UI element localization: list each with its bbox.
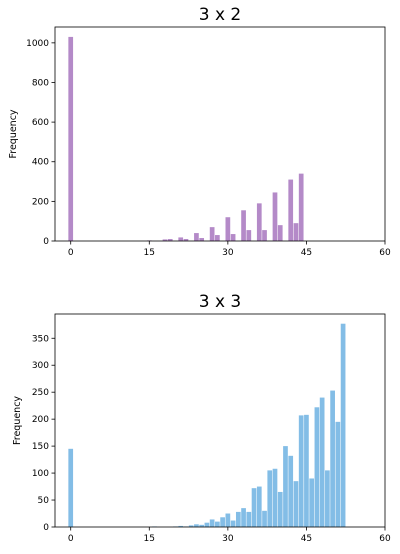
y-tick-label: 400 <box>32 158 49 168</box>
bar <box>277 491 283 527</box>
y-tick-label: 1000 <box>26 39 49 49</box>
bar <box>178 525 184 527</box>
y-tick-label: 800 <box>32 78 49 88</box>
bar <box>288 179 294 241</box>
plot-frame <box>54 313 386 528</box>
y-tick-label: 0 <box>43 523 49 533</box>
chart-bottom: 0 15 30 45 60 0 50 100 150 200 250 300 350 3 x 3 Frequ… <box>12 292 391 544</box>
bar <box>298 415 304 527</box>
y-tick-label: 50 <box>38 496 50 506</box>
x-tick-label: 15 <box>144 248 155 258</box>
bar <box>241 210 246 241</box>
bar <box>277 225 283 241</box>
bar <box>293 223 299 241</box>
bar <box>230 520 236 527</box>
bar <box>246 230 252 241</box>
bar <box>68 36 74 241</box>
bar <box>314 407 320 527</box>
x-tick-label: 0 <box>68 534 74 544</box>
y-axis-label: Frequency <box>8 109 19 158</box>
bar <box>298 173 304 241</box>
bar <box>283 446 288 527</box>
bar <box>194 233 199 241</box>
x-tick-label: 15 <box>144 534 155 544</box>
bar <box>325 470 330 527</box>
bar <box>225 513 231 527</box>
bar <box>68 448 74 527</box>
x-tick-label: 45 <box>301 248 312 258</box>
y-tick-label: 250 <box>32 388 49 398</box>
bar <box>293 481 299 527</box>
bar <box>335 421 341 527</box>
bar <box>235 511 241 527</box>
y-axis-label: Frequency <box>12 396 23 445</box>
y-tick-label: 100 <box>32 469 49 479</box>
y-tick-label: 150 <box>32 442 49 452</box>
bar <box>225 217 231 241</box>
bar <box>262 230 267 241</box>
bar <box>262 510 267 527</box>
bar <box>241 508 246 527</box>
y-tick-label: 0 <box>43 237 49 247</box>
bar <box>178 237 184 241</box>
x-tick-label: 60 <box>379 248 391 258</box>
x-tick-label: 45 <box>301 534 312 544</box>
x-tick-label: 30 <box>222 534 234 544</box>
bar <box>215 521 220 527</box>
bar <box>162 239 168 241</box>
bar <box>188 525 194 527</box>
bar <box>194 524 199 527</box>
y-tick-label: 200 <box>32 415 49 425</box>
bar <box>204 522 210 527</box>
x-tick-label: 30 <box>222 248 234 258</box>
bar <box>167 239 173 241</box>
bar <box>209 519 215 527</box>
y-tick-label: 300 <box>32 361 49 371</box>
bar <box>183 239 189 241</box>
chart-title: 3 x 3 <box>199 292 242 312</box>
y-tick-label: 200 <box>32 197 49 207</box>
plot-frame <box>54 26 386 242</box>
bar <box>309 478 315 527</box>
bar <box>199 524 205 527</box>
x-tick-label: 60 <box>379 534 391 544</box>
bar <box>230 234 236 241</box>
bar <box>215 235 220 241</box>
y-tick-label: 600 <box>32 118 49 128</box>
bar <box>256 486 262 527</box>
bar <box>330 390 335 527</box>
bar <box>209 227 215 241</box>
chart-title: 3 x 2 <box>199 5 242 25</box>
bar <box>220 517 225 527</box>
y-tick-label: 350 <box>32 334 49 344</box>
x-tick-label: 0 <box>68 248 74 258</box>
bar <box>199 238 205 241</box>
bar <box>267 470 273 527</box>
bar <box>319 397 325 527</box>
bar <box>251 488 257 527</box>
bar <box>272 192 278 241</box>
bar <box>246 511 252 527</box>
bar <box>288 455 294 527</box>
bar <box>272 468 278 527</box>
bar <box>304 414 309 527</box>
bar <box>256 203 262 241</box>
bar <box>340 323 346 527</box>
